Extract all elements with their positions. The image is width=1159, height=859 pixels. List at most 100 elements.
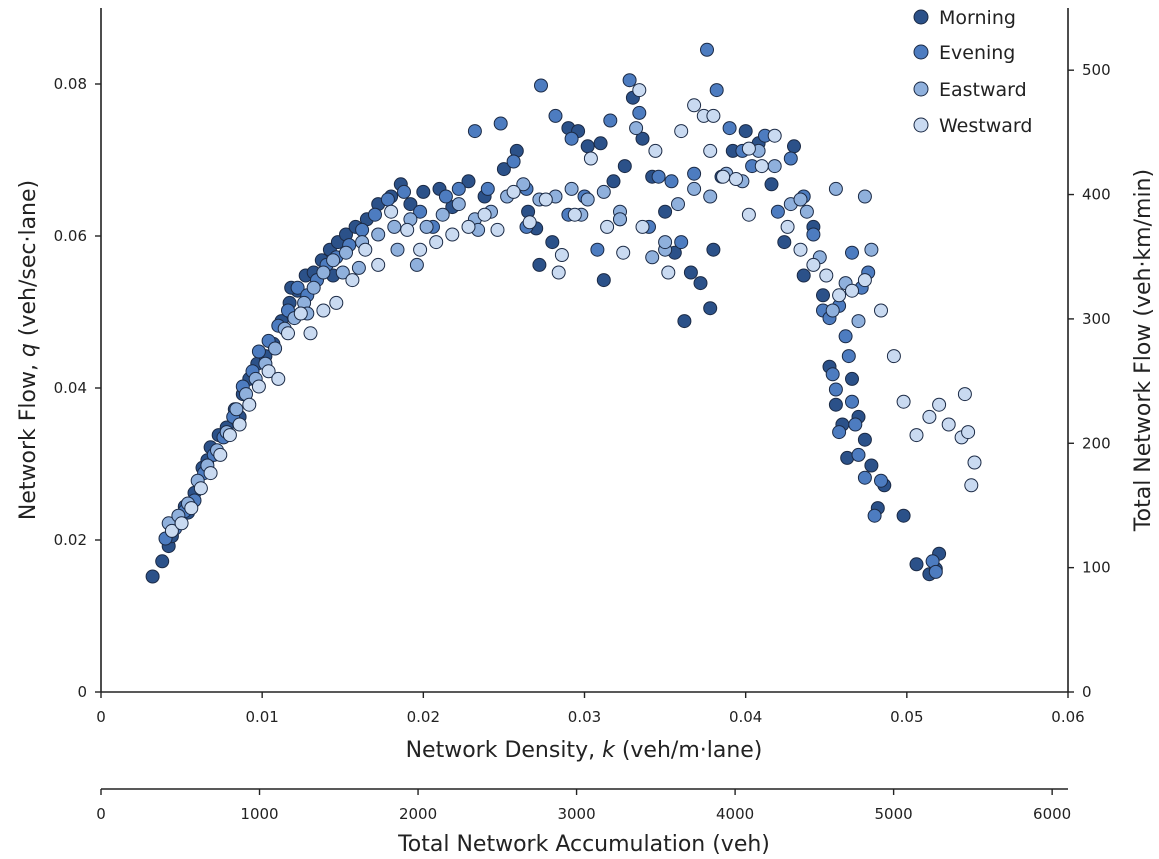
- data-point-eastward: [409, 257, 424, 272]
- data-point-westward: [358, 242, 373, 257]
- data-point-westward: [706, 108, 721, 123]
- data-point-morning: [864, 458, 879, 473]
- data-point-morning: [787, 139, 801, 154]
- legend-label-westward: Westward: [939, 115, 1032, 137]
- data-point-morning: [828, 397, 843, 412]
- data-point-morning: [617, 159, 632, 174]
- legend-swatch-westward: [913, 117, 929, 133]
- data-point-westward: [886, 349, 901, 364]
- data-point-eastward: [857, 189, 872, 204]
- data-point-morning: [706, 242, 721, 257]
- data-point-eastward: [767, 159, 782, 174]
- data-point-eastward: [864, 242, 879, 257]
- data-point-evening: [664, 174, 679, 189]
- legend: Morning Evening Eastward Westward: [913, 7, 1032, 137]
- x2-tick-label: 2000: [399, 805, 437, 823]
- data-point-evening: [397, 184, 411, 199]
- data-point-westward: [754, 159, 769, 174]
- data-point-morning: [703, 301, 718, 316]
- data-point-evening: [564, 131, 579, 146]
- data-point-westward: [819, 268, 834, 283]
- data-point-eastward: [268, 341, 283, 356]
- data-point-westward: [600, 219, 615, 234]
- data-point-westward: [477, 207, 492, 222]
- x-tick-label: 0.01: [245, 708, 278, 726]
- data-point-evening: [438, 189, 453, 204]
- data-point-westward: [896, 394, 911, 409]
- data-point-morning: [635, 131, 650, 146]
- legend-swatch-evening: [913, 44, 929, 60]
- data-point-westward: [232, 417, 247, 432]
- data-point-westward: [648, 143, 663, 158]
- data-point-westward: [741, 141, 756, 156]
- data-point-westward: [941, 417, 956, 432]
- data-point-westward: [413, 242, 428, 257]
- data-point-eastward: [645, 250, 660, 265]
- data-point-morning: [596, 273, 611, 288]
- legend-swatch-eastward: [913, 81, 929, 97]
- data-point-eastward: [435, 207, 450, 222]
- data-point-westward: [193, 481, 208, 496]
- y-axis-title: Network Flow, q (veh/sec·lane): [16, 180, 41, 520]
- data-point-morning: [764, 177, 779, 192]
- data-point-evening: [928, 564, 943, 579]
- data-point-eastward: [596, 184, 611, 199]
- data-point-westward: [632, 83, 647, 98]
- data-point-eastward: [671, 197, 685, 212]
- y2-tick-label: 500: [1082, 61, 1111, 79]
- data-point-evening: [709, 83, 724, 98]
- y-tick-label: 0: [77, 683, 87, 701]
- data-point-westward: [793, 242, 808, 257]
- data-point-westward: [538, 192, 553, 207]
- data-point-eastward: [658, 235, 673, 250]
- data-point-evening: [806, 227, 821, 242]
- data-point-westward: [461, 219, 476, 234]
- legend-swatch-morning: [913, 9, 929, 25]
- data-point-evening: [845, 245, 859, 260]
- data-point-morning: [816, 288, 830, 303]
- data-point-westward: [384, 204, 399, 219]
- y2-tick-label: 0: [1082, 683, 1092, 701]
- data-point-morning: [857, 432, 872, 447]
- data-point-evening: [651, 169, 666, 184]
- data-point-eastward: [229, 402, 244, 417]
- data-point-westward: [184, 501, 199, 516]
- y2-tick-label: 400: [1082, 186, 1111, 204]
- data-point-evening: [832, 425, 847, 440]
- data-point-morning: [461, 174, 476, 189]
- points-group: [145, 42, 982, 584]
- data-point-evening: [590, 242, 605, 257]
- x-tick-label: 0.05: [890, 708, 923, 726]
- data-point-morning: [580, 139, 595, 154]
- x-tick-label: 0: [96, 708, 106, 726]
- data-point-evening: [851, 447, 866, 462]
- data-point-eastward: [371, 227, 386, 242]
- data-point-morning: [777, 235, 792, 250]
- data-point-westward: [909, 428, 924, 443]
- data-point-eastward: [516, 177, 531, 192]
- data-point-westward: [967, 455, 982, 470]
- data-point-morning: [593, 136, 608, 151]
- x-tick-label: 0.02: [407, 708, 440, 726]
- data-point-evening: [828, 382, 843, 397]
- data-point-evening: [770, 204, 785, 219]
- data-point-eastward: [351, 260, 366, 275]
- data-point-evening: [867, 508, 882, 523]
- data-point-westward: [203, 466, 218, 481]
- data-point-westward: [687, 98, 702, 113]
- data-point-westward: [400, 222, 415, 237]
- x-tick-label: 0.06: [1051, 708, 1084, 726]
- x2-tick-label: 3000: [557, 805, 595, 823]
- data-point-evening: [451, 181, 466, 196]
- data-point-evening: [534, 78, 548, 93]
- data-point-evening: [251, 344, 266, 359]
- data-point-eastward: [793, 192, 808, 207]
- data-point-morning: [677, 314, 692, 329]
- x2-axis-title: Total Network Accumulation (veh): [397, 832, 770, 857]
- data-point-evening: [722, 121, 737, 136]
- y-tick-label: 0.08: [54, 75, 87, 93]
- data-point-evening: [687, 166, 702, 181]
- y2-axis-title: Total Network Flow (veh·km/min): [1131, 169, 1156, 532]
- data-point-morning: [496, 162, 511, 177]
- data-point-eastward: [580, 192, 595, 207]
